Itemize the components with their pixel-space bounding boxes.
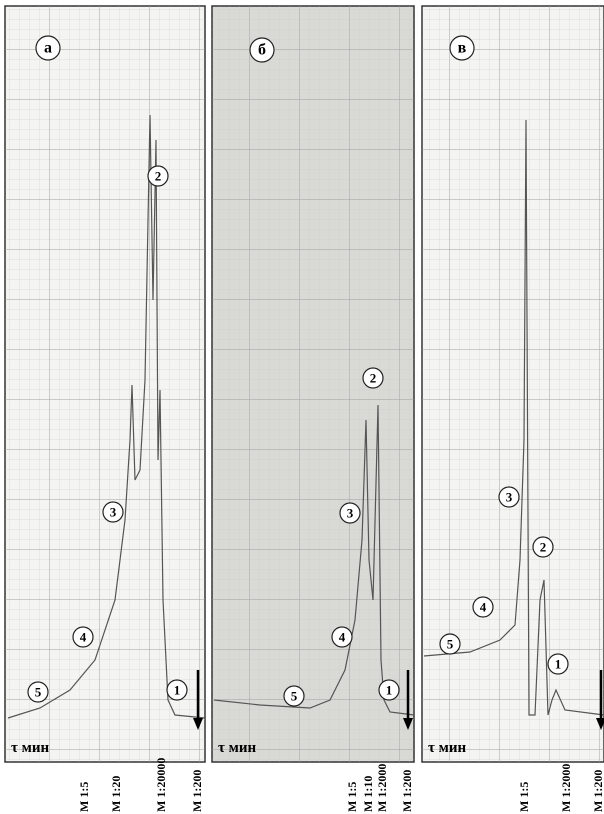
peak-label: 3 (347, 506, 354, 521)
peak-label: 2 (155, 169, 162, 184)
peak-label: 4 (339, 630, 346, 645)
peak-label: 5 (291, 689, 298, 704)
scale-label: M 1:20 (109, 776, 123, 812)
peak-label: 2 (370, 371, 377, 386)
peak-label: 5 (447, 637, 454, 652)
peak-label: 3 (506, 490, 513, 505)
scale-label: M 1:10 (361, 776, 375, 812)
axis-label: τ мин (428, 740, 467, 756)
peak-label: 1 (555, 657, 562, 672)
peak-label: 4 (80, 630, 87, 645)
panel: в 1 2 3 4 5 τ мин M 1:5 M 1:2000 M 1:200 (422, 6, 604, 812)
panel-label: в (458, 40, 467, 57)
scale-label: M 1:20000 (154, 758, 168, 812)
scale-label: M 1:200 (190, 770, 204, 812)
scale-label: M 1:5 (77, 782, 91, 812)
peak-label: 1 (386, 683, 393, 698)
panel: а 1 2 3 4 5 τ мин M 1:5 M 1:20 M 1:20000 M 1:200 (5, 6, 205, 812)
peak-label: 4 (480, 600, 487, 615)
scale-label: M 1:5 (517, 782, 531, 812)
scale-label: M 1:200 (400, 770, 414, 812)
scale-label: M 1:2000 (375, 764, 389, 812)
peak-label: 2 (540, 540, 547, 555)
peak-label: 3 (110, 505, 117, 520)
figure: а 1 2 3 4 5 τ мин M 1:5 M 1:20 M 1:20000 M 1:200 б 1… (0, 0, 604, 814)
panel-label: а (44, 40, 52, 57)
grid (5, 6, 205, 762)
scale-label: M 1:200 (591, 770, 604, 812)
peak-label: 5 (35, 685, 42, 700)
axis-label: τ мин (218, 740, 257, 756)
grid (212, 6, 414, 762)
axis-label: τ мин (11, 740, 50, 756)
panel-label: б (258, 42, 266, 59)
scale-label: M 1:2000 (559, 764, 573, 812)
peak-label: 1 (174, 683, 181, 698)
scale-label: M 1:5 (345, 782, 359, 812)
